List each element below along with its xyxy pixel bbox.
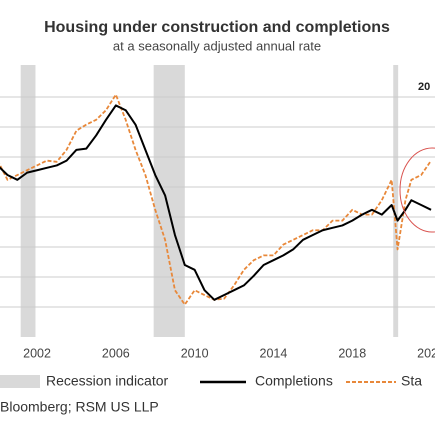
legend-label: Recession indicator <box>46 373 169 389</box>
source: Bloomberg; RSM US LLP <box>0 399 159 415</box>
chart-title: Housing under construction and completio… <box>44 19 390 36</box>
recession-bar <box>393 65 399 337</box>
annotation: 20 <box>418 81 430 93</box>
chart-subtitle: at a seasonally adjusted annual rate <box>113 38 321 53</box>
x-tick-label: 2002 <box>23 346 51 360</box>
highlight-ellipse <box>399 147 435 233</box>
x-tick-label: 2006 <box>102 346 130 360</box>
series-line <box>0 93 432 306</box>
series-line <box>0 104 432 301</box>
legend-label: Completions <box>255 373 333 389</box>
x-tick-label: 2014 <box>260 346 288 360</box>
recession-bar <box>20 65 36 337</box>
legend-label: Sta <box>401 373 422 389</box>
recession-bar <box>153 65 185 337</box>
x-tick-label: 2018 <box>338 346 366 360</box>
x-tick-label: 2010 <box>181 346 209 360</box>
legend-swatch <box>0 375 40 388</box>
